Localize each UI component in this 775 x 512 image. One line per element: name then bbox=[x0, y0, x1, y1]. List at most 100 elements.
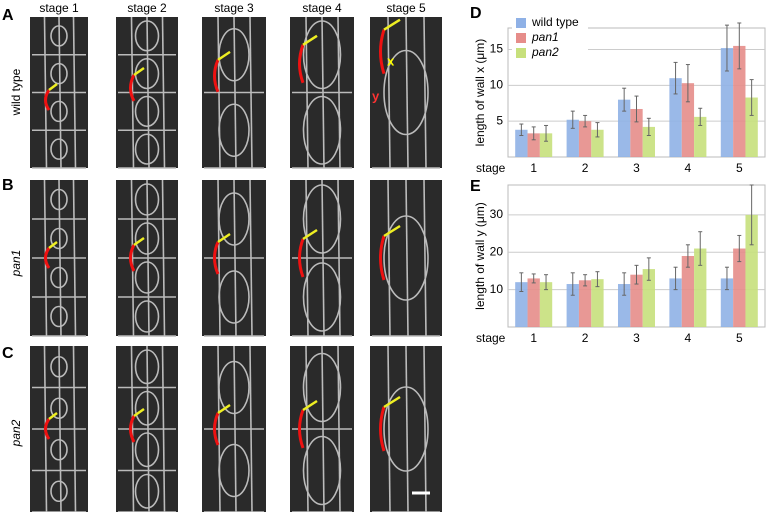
y-axis-label: length of wall x (μm) bbox=[473, 39, 487, 147]
guard-cell bbox=[302, 95, 342, 165]
bar bbox=[527, 278, 540, 327]
wall-y-marker bbox=[213, 241, 220, 275]
bar bbox=[566, 119, 579, 157]
cell-outline bbox=[118, 345, 176, 512]
y-tick-label: 15 bbox=[490, 42, 504, 56]
cell-outline bbox=[292, 345, 352, 512]
cell-outline bbox=[372, 179, 440, 337]
legend-swatch bbox=[516, 48, 526, 58]
wall-y-marker bbox=[44, 89, 51, 111]
y-axis-label: length of wall y (μm) bbox=[473, 202, 487, 310]
guard-cell bbox=[50, 227, 68, 250]
guard-cell bbox=[218, 443, 250, 498]
bar bbox=[642, 269, 656, 327]
guard-cell bbox=[383, 215, 429, 301]
row-label: pan1 bbox=[9, 250, 23, 278]
cell-wall bbox=[423, 345, 427, 512]
bar bbox=[720, 278, 734, 327]
wall-x-marker bbox=[383, 395, 401, 409]
bar bbox=[515, 129, 528, 157]
guard-cell bbox=[134, 261, 160, 294]
guard-cell bbox=[302, 352, 342, 423]
legend-swatch bbox=[516, 18, 526, 28]
wall-x-marker bbox=[217, 403, 231, 415]
x-tick-label: 4 bbox=[685, 161, 692, 175]
wall-y-marker bbox=[44, 247, 51, 269]
guard-cell bbox=[134, 183, 160, 216]
cell-wall bbox=[387, 345, 391, 512]
bar bbox=[745, 97, 758, 157]
row-label: pan2 bbox=[9, 419, 23, 447]
guard-cell bbox=[134, 300, 160, 333]
wall-x-marker bbox=[133, 236, 145, 247]
panel-letter: A bbox=[2, 7, 14, 24]
bar bbox=[630, 108, 643, 157]
x-axis-label: stage bbox=[476, 331, 506, 345]
guard-cell bbox=[50, 138, 68, 160]
wall-label: y bbox=[372, 88, 380, 103]
bar bbox=[527, 133, 540, 157]
bar bbox=[578, 280, 592, 327]
cell-outline bbox=[292, 179, 352, 337]
cell-wall bbox=[423, 179, 427, 337]
wall-y-marker bbox=[298, 409, 305, 449]
guard-cell bbox=[50, 188, 68, 211]
x-tick-label: 2 bbox=[582, 161, 589, 175]
guard-cell bbox=[218, 192, 250, 246]
cell-outline bbox=[204, 16, 264, 169]
bar bbox=[733, 248, 746, 327]
guard-cell bbox=[50, 438, 68, 461]
guard-cell bbox=[218, 103, 250, 158]
wall-x-marker bbox=[383, 224, 401, 238]
y-tick-label: 20 bbox=[490, 244, 504, 258]
legend-label: pan1 bbox=[531, 30, 559, 44]
guard-cell bbox=[50, 100, 68, 123]
guard-cell bbox=[50, 355, 68, 378]
guard-cell bbox=[383, 386, 429, 472]
stage-header: stage 3 bbox=[214, 1, 254, 15]
guard-cell bbox=[134, 390, 160, 426]
bar bbox=[617, 284, 631, 327]
wall-x-marker bbox=[217, 232, 231, 244]
y-tick-label: 30 bbox=[490, 207, 504, 221]
guard-cell bbox=[50, 62, 68, 85]
y-tick-label: 10 bbox=[490, 78, 504, 92]
x-tick-label: 1 bbox=[530, 161, 537, 175]
bar bbox=[539, 133, 553, 157]
wall-x-marker bbox=[302, 34, 318, 46]
wall-y-marker bbox=[379, 235, 386, 281]
x-tick-label: 5 bbox=[736, 331, 743, 345]
cell-outline bbox=[204, 345, 264, 512]
legend-label: wild type bbox=[531, 15, 579, 29]
guard-cell bbox=[134, 95, 160, 128]
guard-cell bbox=[218, 360, 250, 415]
guard-cell bbox=[302, 20, 342, 90]
panel-letter: B bbox=[2, 177, 14, 194]
y-tick-label: 10 bbox=[490, 282, 504, 296]
x-tick-label: 2 bbox=[582, 331, 589, 345]
wall-x-marker bbox=[133, 407, 145, 418]
guard-cell bbox=[302, 262, 342, 332]
wall-y-marker bbox=[129, 415, 136, 443]
guard-cell bbox=[50, 397, 68, 420]
cell-wall bbox=[405, 179, 409, 337]
bar bbox=[669, 278, 682, 327]
bar bbox=[694, 248, 707, 327]
cell-wall bbox=[405, 16, 409, 169]
guard-cell bbox=[134, 133, 160, 165]
x-tick-label: 3 bbox=[633, 331, 640, 345]
wall-x-marker bbox=[302, 399, 318, 412]
x-tick-label: 5 bbox=[736, 161, 743, 175]
bar bbox=[720, 48, 734, 157]
bar bbox=[578, 121, 592, 157]
bar bbox=[681, 256, 695, 327]
cell-wall bbox=[405, 345, 409, 512]
y-tick-label: 5 bbox=[496, 113, 503, 127]
x-tick-label: 1 bbox=[530, 331, 537, 345]
guard-cell bbox=[218, 270, 250, 324]
wall-label: x bbox=[387, 53, 395, 68]
bar bbox=[566, 284, 579, 327]
x-tick-label: 3 bbox=[633, 161, 640, 175]
bar bbox=[591, 279, 604, 327]
guard-cell bbox=[50, 266, 68, 289]
